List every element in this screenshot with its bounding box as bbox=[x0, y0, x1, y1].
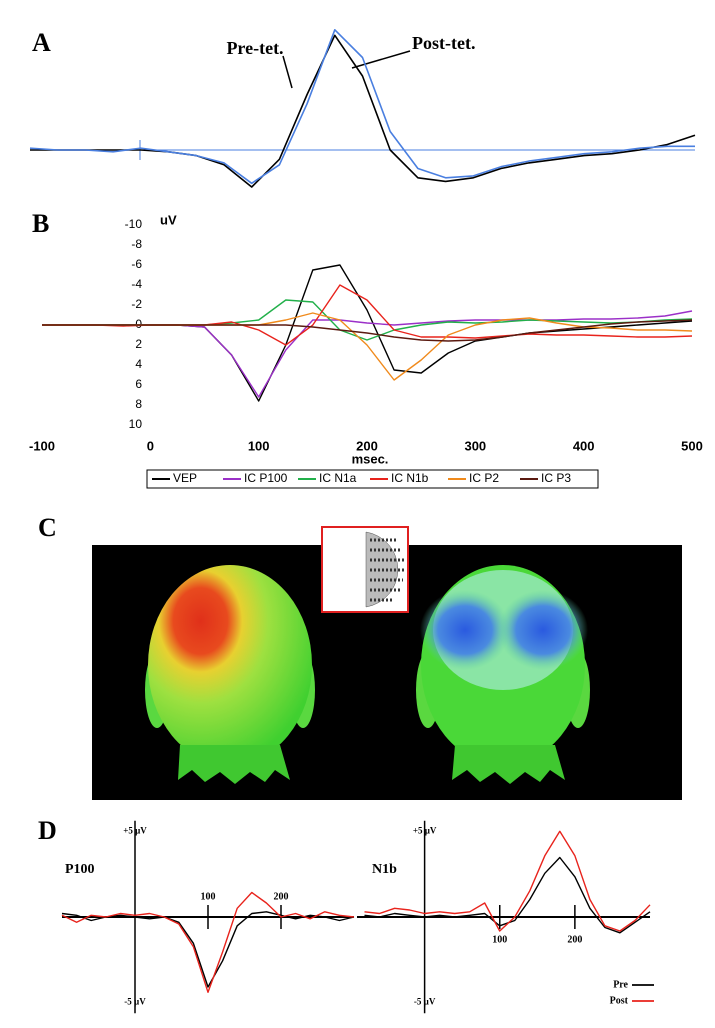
panel-label: D bbox=[38, 816, 57, 845]
x-tick-label: 200 bbox=[274, 891, 289, 902]
y-tick-label: 4 bbox=[135, 357, 142, 371]
legend-label: IC N1a bbox=[319, 471, 357, 485]
x-tick-label: 300 bbox=[464, 438, 486, 453]
legend-label: Post bbox=[610, 995, 629, 1006]
series-line bbox=[364, 856, 651, 934]
series-line bbox=[29, 29, 695, 185]
x-tick-label: 200 bbox=[567, 934, 582, 945]
y-tick-label: 10 bbox=[129, 417, 143, 431]
annotation: Post-tet. bbox=[412, 33, 475, 53]
series-line bbox=[42, 319, 693, 342]
x-axis-label: msec. bbox=[352, 451, 389, 466]
y-tick-label: -4 bbox=[131, 277, 142, 291]
x-tick-label: 100 bbox=[201, 891, 216, 902]
y-tick-label: -2 bbox=[131, 297, 142, 311]
x-tick-label: 100 bbox=[492, 934, 507, 945]
chart: B -10 -8 -6 -4 -2 0 2 4 6 8 10 -100 0 100 200 300 400 500 u… bbox=[29, 209, 703, 489]
legend-label: IC N1b bbox=[391, 471, 429, 485]
panel-label: B bbox=[32, 209, 49, 238]
panel-c: C bbox=[38, 513, 682, 800]
y-tick-label: 8 bbox=[135, 397, 142, 411]
electrode-inset bbox=[321, 526, 409, 613]
series-line bbox=[30, 34, 696, 188]
x-tick-label: 0 bbox=[147, 438, 154, 453]
legend-label: IC P3 bbox=[541, 471, 571, 485]
legend-label: Pre bbox=[613, 979, 628, 990]
annotation: Pre-tet. bbox=[226, 38, 283, 58]
chart-title: N1b bbox=[372, 862, 397, 877]
x-tick-label: 100 bbox=[248, 438, 270, 453]
chart-title: P100 bbox=[65, 862, 95, 877]
legend-label: IC P2 bbox=[469, 471, 499, 485]
head-right bbox=[416, 565, 590, 784]
y-tick-label: 0 bbox=[135, 317, 142, 331]
legend-label: VEP bbox=[173, 471, 197, 485]
panel-label: C bbox=[38, 513, 57, 542]
y-tick-label: -8 bbox=[131, 237, 142, 251]
x-tick-label: 200 bbox=[356, 438, 378, 453]
head-left bbox=[145, 565, 315, 784]
annotation-arrow bbox=[282, 55, 293, 89]
series-line bbox=[42, 284, 693, 346]
y-tick-label: 6 bbox=[135, 377, 142, 391]
y-tick-label: 2 bbox=[135, 337, 142, 351]
x-tick-label: 400 bbox=[573, 438, 595, 453]
y-axis-label: uV bbox=[160, 212, 177, 227]
annotation-arrow bbox=[351, 50, 411, 69]
legend: VEP IC P100 IC N1a IC N1b IC P2 IC P3 bbox=[146, 469, 599, 489]
panel-label: A bbox=[32, 28, 51, 57]
series-line bbox=[364, 830, 651, 932]
y-tick-label: -10 bbox=[125, 217, 143, 231]
x-tick-label: 500 bbox=[681, 438, 703, 453]
x-tick-label: -100 bbox=[29, 438, 55, 453]
y-tick-label: -6 bbox=[131, 257, 142, 271]
chart: A Pre-tet. Post-tet. bbox=[29, 28, 696, 188]
series-line bbox=[61, 891, 355, 993]
legend-label: IC P100 bbox=[244, 471, 288, 485]
